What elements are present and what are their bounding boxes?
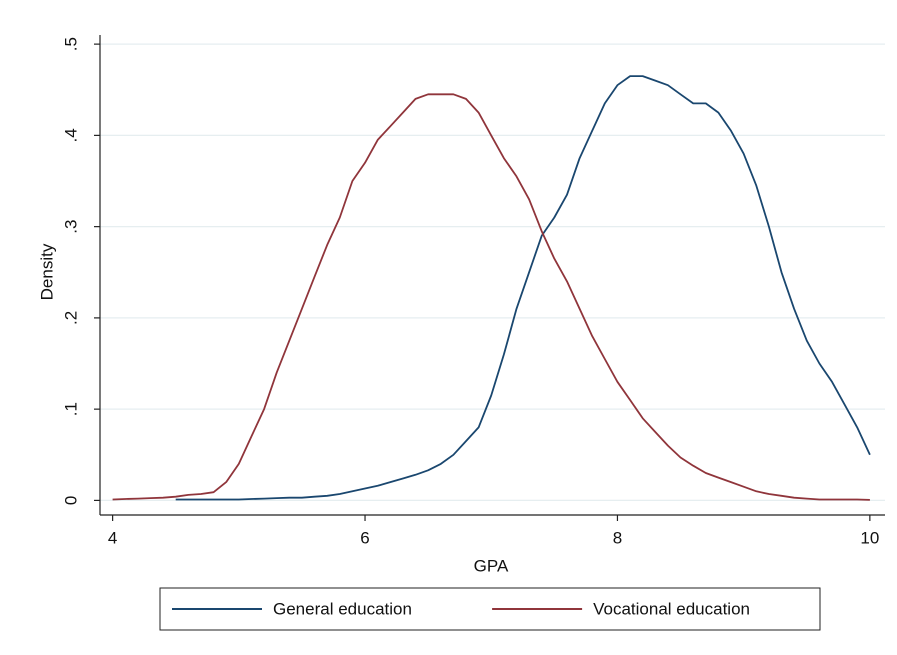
legend: General education Vocational education (159, 587, 821, 631)
series-line (112, 93, 870, 501)
x-tick-label: 8 (613, 528, 622, 547)
y-tick-label: .3 (61, 220, 80, 234)
legend-box (159, 587, 821, 631)
legend-label: Vocational education (593, 599, 750, 618)
series-line (175, 75, 871, 501)
x-tick-label: 4 (108, 528, 117, 547)
x-tick-label: 10 (860, 528, 879, 547)
y-tick-label: .1 (61, 402, 80, 416)
x-tick-label: 6 (360, 528, 369, 547)
y-tick-label: .5 (61, 37, 80, 51)
y-tick-label: .4 (61, 128, 80, 142)
x-axis-title: GPA (474, 556, 509, 575)
y-tick-label: .2 (61, 311, 80, 325)
y-axis-title: Density (37, 243, 56, 300)
y-tick-label: 0 (61, 496, 80, 505)
legend-label: General education (273, 599, 412, 618)
